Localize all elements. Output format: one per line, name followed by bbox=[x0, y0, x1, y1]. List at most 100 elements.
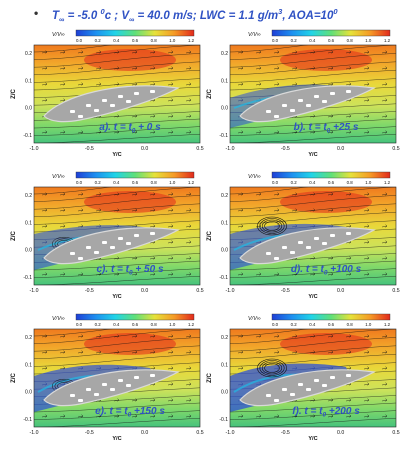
x-tick-label: 0.5 bbox=[392, 146, 399, 152]
y-axis-label: Z/C bbox=[11, 231, 17, 241]
y-tick-label: 0.2 bbox=[221, 51, 228, 57]
airfoil-hole bbox=[282, 388, 287, 391]
airfoil-hole bbox=[330, 376, 335, 379]
y-tick-label: 0.2 bbox=[25, 51, 32, 57]
y-tick-label: 0.2 bbox=[221, 335, 228, 341]
airfoil-hole bbox=[150, 90, 155, 93]
colorbar-tick: 0.4 bbox=[113, 38, 120, 43]
colorbar-tick: 0.2 bbox=[95, 322, 102, 327]
panel-c: V/V∞ 0.0 0.2 0.4 0.6 0.8 1.0 1.2 -1.0 -0.5 0.0 0.5 0… bbox=[10, 170, 210, 305]
colorbar-tick: 0.0 bbox=[76, 180, 83, 185]
colorbar-tick: 1.2 bbox=[188, 38, 195, 43]
airfoil-hole bbox=[110, 104, 115, 107]
airfoil-hole bbox=[346, 232, 351, 235]
airfoil-hole bbox=[110, 246, 115, 249]
airfoil-hole bbox=[134, 92, 139, 95]
airfoil-hole bbox=[78, 257, 83, 260]
airfoil-hole bbox=[346, 90, 351, 93]
colorbar-label: V/V∞ bbox=[248, 32, 261, 38]
colorbar-label: V/V∞ bbox=[52, 174, 65, 180]
panel-caption: b). t = t0 +25 s bbox=[294, 122, 359, 135]
y-tick-label: 0.1 bbox=[221, 362, 228, 368]
y-axis-label: Z/C bbox=[207, 373, 213, 383]
colorbar-tick: 0.2 bbox=[291, 322, 298, 327]
x-tick-label: -0.5 bbox=[85, 288, 94, 294]
y-tick-label: -0.1 bbox=[23, 417, 32, 423]
y-tick-label: 0.1 bbox=[221, 78, 228, 84]
colorbar-tick: 0.4 bbox=[309, 180, 316, 185]
colorbar-tick: 0.4 bbox=[309, 322, 316, 327]
airfoil-hole bbox=[78, 399, 83, 402]
x-tick-label: -0.5 bbox=[281, 288, 290, 294]
colorbar-tick: 1.2 bbox=[384, 322, 391, 327]
panel-caption: f). t = t0 +200 s bbox=[292, 406, 360, 419]
airfoil bbox=[239, 369, 376, 407]
colorbar-tick: 0.6 bbox=[328, 180, 335, 185]
t-symbol: T bbox=[52, 9, 60, 22]
x-tick-label: -0.5 bbox=[85, 430, 94, 436]
y-tick-label: -0.1 bbox=[23, 133, 32, 139]
colorbar-tick: 0.2 bbox=[95, 180, 102, 185]
airfoil-hole bbox=[298, 99, 303, 102]
panel-f: V/V∞ 0.0 0.2 0.4 0.6 0.8 1.0 1.2 -1.0 -0.5 0.0 0.5 0… bbox=[206, 312, 406, 447]
colorbar-label: V/V∞ bbox=[248, 174, 261, 180]
panel-plot-f: V/V∞ 0.0 0.2 0.4 0.6 0.8 1.0 1.2 -1.0 -0.5 0.0 0.5 0… bbox=[207, 313, 400, 442]
header-conditions: T∞ = -5.0 0c ; V∞ = 40.0 m/s; LWC = 1.1 … bbox=[52, 7, 338, 24]
airfoil-hole bbox=[86, 104, 91, 107]
airfoil-hole bbox=[306, 246, 311, 249]
airfoil-hole bbox=[134, 234, 139, 237]
airfoil-hole bbox=[94, 393, 99, 396]
colorbar bbox=[75, 29, 195, 37]
airfoil-hole bbox=[306, 104, 311, 107]
panel-caption: a). t = t0 + 0 s bbox=[99, 122, 161, 135]
airfoil-hole bbox=[330, 92, 335, 95]
colorbar bbox=[271, 313, 391, 321]
colorbar-tick: 0.8 bbox=[151, 38, 158, 43]
airfoil-hole bbox=[282, 246, 287, 249]
colorbar-tick: 0.2 bbox=[291, 38, 298, 43]
flow-field bbox=[230, 45, 396, 143]
panel-e: V/V∞ 0.0 0.2 0.4 0.6 0.8 1.0 1.2 -1.0 -0.5 0.0 0.5 0… bbox=[10, 312, 210, 447]
y-axis-label: Z/C bbox=[11, 89, 17, 99]
airfoil-hole bbox=[274, 115, 279, 118]
colorbar-tick: 0.8 bbox=[151, 322, 158, 327]
panel-plot-d: V/V∞ 0.0 0.2 0.4 0.6 0.8 1.0 1.2 -1.0 -0.5 0.0 0.5 0… bbox=[207, 171, 400, 300]
colorbar bbox=[271, 171, 391, 179]
airfoil-hole bbox=[118, 379, 123, 382]
x-tick-label: -1.0 bbox=[30, 146, 39, 152]
airfoil-hole bbox=[330, 234, 335, 237]
airfoil-hole bbox=[298, 383, 303, 386]
x-tick-label: -1.0 bbox=[226, 430, 235, 436]
colorbar-tick: 0.4 bbox=[113, 180, 120, 185]
panel-plot-e: V/V∞ 0.0 0.2 0.4 0.6 0.8 1.0 1.2 -1.0 -0.5 0.0 0.5 0… bbox=[11, 313, 204, 442]
x-tick-label: 0.0 bbox=[141, 430, 148, 436]
colorbar-label: V/V∞ bbox=[52, 32, 65, 38]
airfoil bbox=[43, 369, 180, 407]
airfoil-hole bbox=[322, 384, 327, 387]
y-tick-label: 0.0 bbox=[221, 248, 228, 254]
v-sub: ∞ bbox=[128, 15, 135, 25]
y-tick-label: -0.1 bbox=[219, 417, 228, 423]
airfoil-hole bbox=[78, 115, 83, 118]
y-axis-label: Z/C bbox=[207, 89, 213, 99]
airfoil bbox=[43, 227, 180, 265]
colorbar bbox=[75, 171, 195, 179]
colorbar-tick: 1.2 bbox=[384, 180, 391, 185]
aoa: , AOA=10 bbox=[282, 9, 334, 22]
flow-field bbox=[230, 187, 396, 285]
t-value: = -5.0 bbox=[64, 9, 101, 22]
x-tick-label: 0.0 bbox=[337, 430, 344, 436]
v-symbol: V bbox=[121, 9, 129, 22]
t-sub: ∞ bbox=[59, 15, 65, 25]
x-axis-label: Y/C bbox=[308, 436, 317, 442]
airfoil-hole bbox=[266, 252, 271, 255]
flow-field bbox=[34, 329, 200, 427]
colorbar-label: V/V∞ bbox=[248, 316, 261, 322]
airfoil-hole bbox=[274, 399, 279, 402]
colorbar bbox=[75, 313, 195, 321]
colorbar-tick: 1.0 bbox=[365, 322, 372, 327]
colorbar-label: V/V∞ bbox=[52, 316, 65, 322]
y-tick-label: 0.2 bbox=[25, 193, 32, 199]
airfoil-hole bbox=[298, 241, 303, 244]
flow-field bbox=[34, 187, 200, 285]
